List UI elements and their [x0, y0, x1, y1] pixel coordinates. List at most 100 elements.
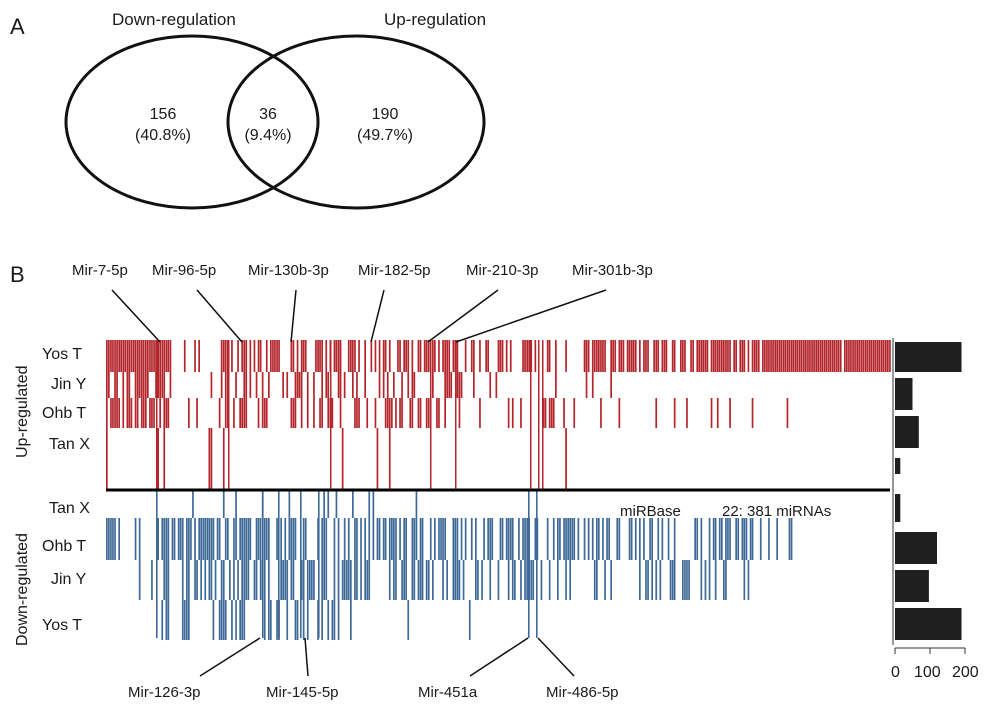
- up-cell: [151, 398, 153, 428]
- down-cell: [534, 518, 537, 560]
- down-cell: [345, 560, 348, 600]
- up-cell: [405, 340, 407, 372]
- down-cell: [218, 518, 221, 560]
- up-cell: [610, 372, 612, 398]
- up-cell: [544, 398, 547, 428]
- up-cell: [169, 340, 172, 372]
- up-cell: [356, 398, 358, 428]
- up-cell: [313, 398, 315, 428]
- up-cell: [208, 428, 211, 490]
- down-cell: [360, 518, 362, 560]
- up-cell: [844, 340, 846, 372]
- up-cell: [347, 340, 350, 372]
- up-cell: [122, 398, 125, 428]
- down-cell: [356, 560, 358, 600]
- down-cell: [411, 560, 414, 600]
- down-cell: [245, 518, 248, 560]
- down-cell: [591, 518, 594, 560]
- up-cell: [786, 398, 789, 428]
- up-cell: [458, 372, 461, 398]
- down-cell: [657, 518, 660, 560]
- down-cell: [186, 600, 188, 640]
- down-cell: [454, 518, 457, 560]
- down-cell: [138, 560, 141, 600]
- up-cell: [142, 372, 145, 398]
- up-cell: [157, 372, 159, 398]
- up-cell: [386, 398, 389, 428]
- up-cell: [839, 340, 842, 372]
- up-cell: [690, 340, 692, 372]
- up-cell: [548, 398, 551, 428]
- down-cell: [391, 518, 393, 560]
- up-cell: [682, 340, 684, 372]
- mir-label-top: Mir-96-5p: [152, 262, 217, 279]
- up-cell: [110, 398, 112, 428]
- down-cell: [263, 518, 266, 560]
- down-cell: [429, 518, 432, 560]
- down-cell: [167, 600, 170, 640]
- down-cell: [325, 518, 328, 560]
- down-cell: [729, 518, 731, 560]
- up-cell: [306, 398, 309, 428]
- down-cell: [497, 560, 500, 600]
- down-cell: [198, 518, 200, 560]
- up-cell: [304, 340, 307, 372]
- down-cell: [243, 600, 246, 640]
- up-cell: [306, 372, 309, 398]
- down-cell: [161, 600, 164, 640]
- up-cell: [108, 372, 110, 398]
- up-cell: [817, 340, 819, 372]
- down-cell: [444, 518, 446, 560]
- up-cell: [356, 372, 358, 398]
- up-cell: [290, 398, 293, 428]
- venn-overlap: 36 (9.4%): [228, 104, 308, 146]
- down-cell: [532, 560, 535, 600]
- up-cell: [210, 372, 213, 398]
- down-cell: [268, 518, 270, 560]
- down-cell: [290, 518, 293, 560]
- up-cell: [798, 340, 801, 372]
- pointer-line: [111, 289, 161, 343]
- up-cell: [235, 372, 237, 398]
- up-cell: [419, 340, 422, 372]
- down-cell: [167, 518, 170, 560]
- up-cell: [106, 398, 108, 428]
- up-cell: [153, 340, 155, 372]
- bar-3: [895, 416, 919, 448]
- down-cell: [708, 560, 711, 600]
- down-cell: [157, 518, 159, 560]
- down-cell: [263, 560, 266, 600]
- up-cell: [542, 398, 545, 428]
- down-cell: [165, 600, 168, 640]
- down-cell: [186, 560, 188, 600]
- up-cell: [663, 340, 666, 372]
- down-cell: [577, 518, 580, 560]
- up-cell: [446, 340, 448, 372]
- down-cell: [171, 518, 174, 560]
- up-cell: [272, 340, 274, 372]
- down-cell: [302, 560, 305, 600]
- row-label-up: Tan X: [49, 436, 90, 453]
- down-cell: [372, 490, 375, 518]
- down-cell: [327, 600, 330, 640]
- down-cell: [487, 518, 489, 560]
- down-cell: [518, 518, 520, 560]
- up-cell: [618, 340, 621, 372]
- down-cell: [204, 560, 207, 600]
- down-cell: [333, 600, 336, 640]
- pointer-line: [455, 289, 607, 343]
- up-cell: [352, 372, 354, 398]
- down-cell: [237, 560, 239, 600]
- down-cell: [214, 560, 217, 600]
- down-cell: [593, 560, 596, 600]
- down-cell: [388, 518, 391, 560]
- down-cell: [741, 518, 744, 560]
- down-cell: [321, 600, 323, 640]
- up-cell: [411, 372, 414, 398]
- down-cell: [405, 518, 407, 560]
- up-cell: [132, 340, 135, 372]
- down-cell: [306, 600, 309, 640]
- up-cell: [274, 340, 276, 372]
- down-cell: [700, 560, 703, 600]
- down-cell: [743, 560, 746, 600]
